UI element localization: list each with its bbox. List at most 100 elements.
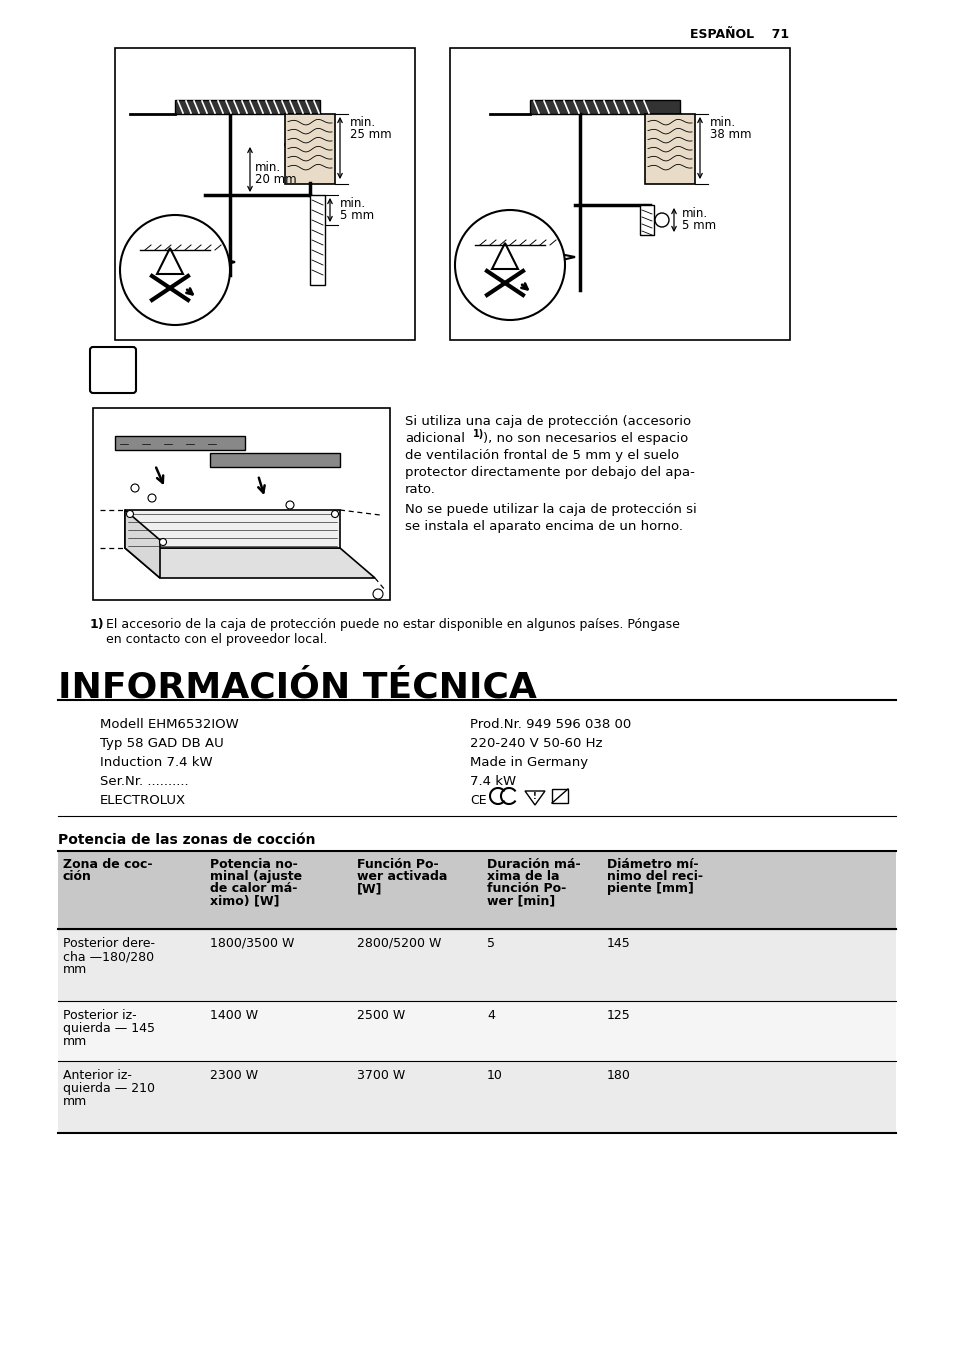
Text: 10: 10 xyxy=(486,1069,502,1082)
Text: INFORMACIÓN TÉCNICA: INFORMACIÓN TÉCNICA xyxy=(58,671,537,704)
Text: Anterior iz-: Anterior iz- xyxy=(63,1069,132,1082)
Text: mm: mm xyxy=(63,963,87,976)
Circle shape xyxy=(286,502,294,508)
Text: piente [mm]: piente [mm] xyxy=(606,882,693,895)
Circle shape xyxy=(131,484,139,492)
Text: ELECTROLUX: ELECTROLUX xyxy=(100,794,186,807)
Text: 5: 5 xyxy=(486,937,495,950)
Text: 5 mm: 5 mm xyxy=(339,210,374,222)
Text: min.: min. xyxy=(709,116,736,128)
Text: Made in Germany: Made in Germany xyxy=(470,756,587,769)
Text: 125: 125 xyxy=(606,1009,630,1022)
Text: 1): 1) xyxy=(90,618,105,631)
Text: [W]: [W] xyxy=(356,882,382,895)
Circle shape xyxy=(331,511,338,518)
Text: 2800/5200 W: 2800/5200 W xyxy=(356,937,441,950)
Circle shape xyxy=(373,589,382,599)
Bar xyxy=(552,790,567,803)
Text: 4: 4 xyxy=(486,1009,495,1022)
Text: Zona de coc-: Zona de coc- xyxy=(63,859,152,871)
Bar xyxy=(530,100,679,114)
FancyBboxPatch shape xyxy=(90,347,136,393)
Circle shape xyxy=(159,538,167,545)
Polygon shape xyxy=(125,548,375,579)
Polygon shape xyxy=(125,510,160,579)
Bar xyxy=(58,1061,895,1133)
Text: 1400 W: 1400 W xyxy=(210,1009,258,1022)
Text: Induction 7.4 kW: Induction 7.4 kW xyxy=(100,756,213,769)
Text: min.: min. xyxy=(350,116,375,128)
Text: i: i xyxy=(110,357,116,376)
Bar xyxy=(58,929,895,1000)
Text: 3700 W: 3700 W xyxy=(356,1069,405,1082)
Text: !: ! xyxy=(533,792,537,800)
Text: protector directamente por debajo del apa-: protector directamente por debajo del ap… xyxy=(405,466,694,479)
Bar xyxy=(115,49,415,339)
Text: min.: min. xyxy=(339,197,366,210)
Text: min.: min. xyxy=(254,161,281,174)
Bar xyxy=(174,100,319,114)
Text: Potencia no-: Potencia no- xyxy=(210,859,297,871)
Text: ximo) [W]: ximo) [W] xyxy=(210,894,279,907)
Text: Modell EHM6532IOW: Modell EHM6532IOW xyxy=(100,718,238,731)
Polygon shape xyxy=(125,510,339,548)
Text: 25 mm: 25 mm xyxy=(350,128,392,141)
Bar xyxy=(92,408,390,600)
Text: min.: min. xyxy=(681,207,707,220)
Text: Duración má-: Duración má- xyxy=(486,859,580,871)
Text: Prod.Nr. 949 596 038 00: Prod.Nr. 949 596 038 00 xyxy=(470,718,631,731)
Text: Potencia de las zonas de cocción: Potencia de las zonas de cocción xyxy=(58,833,315,846)
Circle shape xyxy=(127,511,133,518)
Text: Posterior dere-: Posterior dere- xyxy=(63,937,154,950)
Text: 7.4 kW: 7.4 kW xyxy=(470,775,516,788)
Text: ción: ción xyxy=(63,869,91,883)
Bar xyxy=(285,114,335,184)
Text: Posterior iz-: Posterior iz- xyxy=(63,1009,136,1022)
FancyBboxPatch shape xyxy=(210,453,339,466)
FancyBboxPatch shape xyxy=(115,435,245,450)
Text: se instala el aparato encima de un horno.: se instala el aparato encima de un horno… xyxy=(405,521,682,533)
Text: ESPAÑOL    71: ESPAÑOL 71 xyxy=(689,28,788,41)
Text: Typ 58 GAD DB AU: Typ 58 GAD DB AU xyxy=(100,737,224,750)
Text: de ventilación frontal de 5 mm y el suelo: de ventilación frontal de 5 mm y el suel… xyxy=(405,449,679,462)
Text: mm: mm xyxy=(63,1036,87,1048)
Text: Función Po-: Función Po- xyxy=(356,859,438,871)
Text: wer activada: wer activada xyxy=(356,869,447,883)
Text: 145: 145 xyxy=(606,937,630,950)
Text: cha —180/280: cha —180/280 xyxy=(63,950,154,963)
Text: 220-240 V 50-60 Hz: 220-240 V 50-60 Hz xyxy=(470,737,602,750)
Text: 5 mm: 5 mm xyxy=(681,219,716,233)
Text: quierda — 145: quierda — 145 xyxy=(63,1022,154,1036)
Text: 1800/3500 W: 1800/3500 W xyxy=(210,937,294,950)
Text: 38 mm: 38 mm xyxy=(709,128,751,141)
Text: 20 mm: 20 mm xyxy=(254,173,296,187)
Bar xyxy=(644,114,695,184)
Text: !: ! xyxy=(501,251,507,264)
Bar xyxy=(310,195,325,285)
Text: 2500 W: 2500 W xyxy=(356,1009,405,1022)
Text: mm: mm xyxy=(63,1095,87,1109)
Text: 2300 W: 2300 W xyxy=(210,1069,258,1082)
Text: rato.: rato. xyxy=(405,483,436,496)
Circle shape xyxy=(455,210,564,320)
Polygon shape xyxy=(205,256,234,270)
Circle shape xyxy=(148,493,156,502)
Text: 1): 1) xyxy=(473,429,484,439)
Circle shape xyxy=(655,214,668,227)
Text: de calor má-: de calor má- xyxy=(210,882,297,895)
Text: minal (ajuste: minal (ajuste xyxy=(210,869,302,883)
Text: wer [min]: wer [min] xyxy=(486,894,555,907)
Text: nimo del reci-: nimo del reci- xyxy=(606,869,702,883)
Text: 180: 180 xyxy=(606,1069,630,1082)
Text: xima de la: xima de la xyxy=(486,869,558,883)
Bar xyxy=(639,206,654,235)
Text: quierda — 210: quierda — 210 xyxy=(63,1082,154,1095)
Text: en contacto con el proveedor local.: en contacto con el proveedor local. xyxy=(106,633,327,646)
Text: Si utiliza una caja de protección (accesorio: Si utiliza una caja de protección (acces… xyxy=(405,415,690,429)
Text: No se puede utilizar la caja de protección si: No se puede utilizar la caja de protecci… xyxy=(405,503,696,516)
Text: ), no son necesarios el espacio: ), no son necesarios el espacio xyxy=(482,433,687,445)
Bar xyxy=(58,1000,895,1061)
Bar xyxy=(450,49,789,339)
Text: adicional: adicional xyxy=(405,433,464,445)
Text: función Po-: función Po- xyxy=(486,882,566,895)
